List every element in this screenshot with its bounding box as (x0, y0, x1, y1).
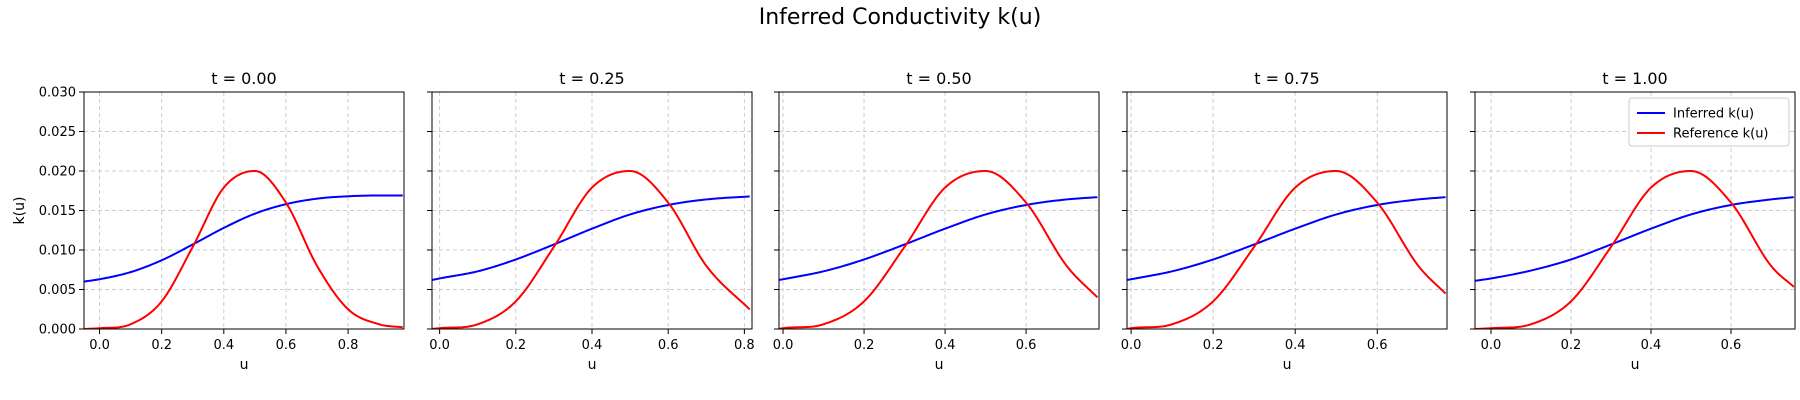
reference-series-line (84, 169, 403, 329)
subplot-title: t = 0.00 (211, 69, 276, 88)
legend-label: Reference k(u) (1673, 127, 1769, 142)
x-tick-label: 0.0 (1481, 338, 1502, 353)
x-tick-label: 0.0 (773, 338, 794, 353)
x-tick-label: 0.6 (658, 338, 679, 353)
x-tick-label: 0.4 (582, 338, 603, 353)
x-tick-label: 0.6 (1721, 338, 1742, 353)
x-tick-label: 0.2 (854, 338, 875, 353)
x-tick-label: 0.2 (505, 338, 526, 353)
y-axis-label: k(u) (12, 197, 28, 225)
reference-series-line (1127, 169, 1447, 329)
figure-title: Inferred Conductivity k(u) (759, 5, 1042, 30)
x-tick-label: 0.2 (1203, 338, 1224, 353)
inferred-series-line (1127, 196, 1446, 282)
y-tick-label: 0.015 (39, 204, 76, 219)
legend: Inferred k(u) Reference k(u) (1628, 97, 1790, 147)
x-axis-label: u (935, 357, 944, 373)
x-tick-label: 0.0 (89, 338, 110, 353)
inferred-series-line (432, 195, 750, 281)
y-tick-label: 0.025 (39, 125, 76, 140)
x-tick-label: 0.6 (276, 338, 297, 353)
x-tick-label: 0.2 (1561, 338, 1582, 353)
x-tick-label: 0.4 (935, 338, 956, 353)
subplot-5: 0.0 0.2 0.4 0.6 t = 1.00 u Inferred k(u) Refere… (1470, 69, 1796, 373)
inferred-series-line (84, 194, 403, 283)
axes-frame (83, 91, 405, 330)
subplot-title: t = 0.50 (906, 69, 971, 88)
reference-series-line (432, 169, 751, 329)
y-tick-label: 0.000 (39, 323, 76, 338)
x-axis-label: u (240, 357, 249, 373)
legend-box (1628, 97, 1790, 147)
x-tick-label: 0.0 (429, 338, 450, 353)
subplot-3: 0.0 0.2 0.4 0.6 t = 0.50 u (773, 69, 1100, 373)
axes-frame (778, 91, 1100, 330)
y-tick-label: 0.010 (39, 244, 76, 259)
x-tick-label: 0.6 (1016, 338, 1037, 353)
x-tick-label: 0.0 (1121, 338, 1142, 353)
y-tick-label: 0.030 (39, 86, 76, 101)
x-tick-label: 0.4 (213, 338, 234, 353)
y-tick-label: 0.020 (39, 165, 76, 180)
legend-label: Inferred k(u) (1673, 107, 1754, 122)
x-tick-label: 0.4 (1285, 338, 1306, 353)
inferred-series-line (1475, 196, 1794, 282)
y-tick-label: 0.005 (39, 283, 76, 298)
x-tick-label: 0.4 (1641, 338, 1662, 353)
x-tick-label: 0.8 (338, 338, 359, 353)
subplot-title: t = 1.00 (1602, 69, 1667, 88)
x-axis-label: u (1283, 357, 1292, 373)
subplot-2: 0.0 0.2 0.4 0.6 0.8 t = 0.25 u (427, 69, 755, 373)
subplot-1: 0.0 0.2 0.4 0.6 0.8 0.000 0.005 0.010 0.015 0.020… (12, 69, 405, 373)
reference-series-line (1475, 169, 1795, 329)
axes-frame (1126, 91, 1448, 330)
x-axis-label: u (588, 357, 597, 373)
x-tick-label: 0.8 (734, 338, 755, 353)
reference-series-line (779, 169, 1099, 329)
x-tick-label: 0.2 (151, 338, 172, 353)
x-tick-label: 0.6 (1367, 338, 1388, 353)
subplot-4: 0.0 0.2 0.4 0.6 t = 0.75 u (1121, 69, 1448, 373)
subplot-title: t = 0.75 (1254, 69, 1319, 88)
inferred-series-line (779, 196, 1098, 282)
subplot-title: t = 0.25 (559, 69, 624, 88)
x-axis-label: u (1631, 357, 1640, 373)
